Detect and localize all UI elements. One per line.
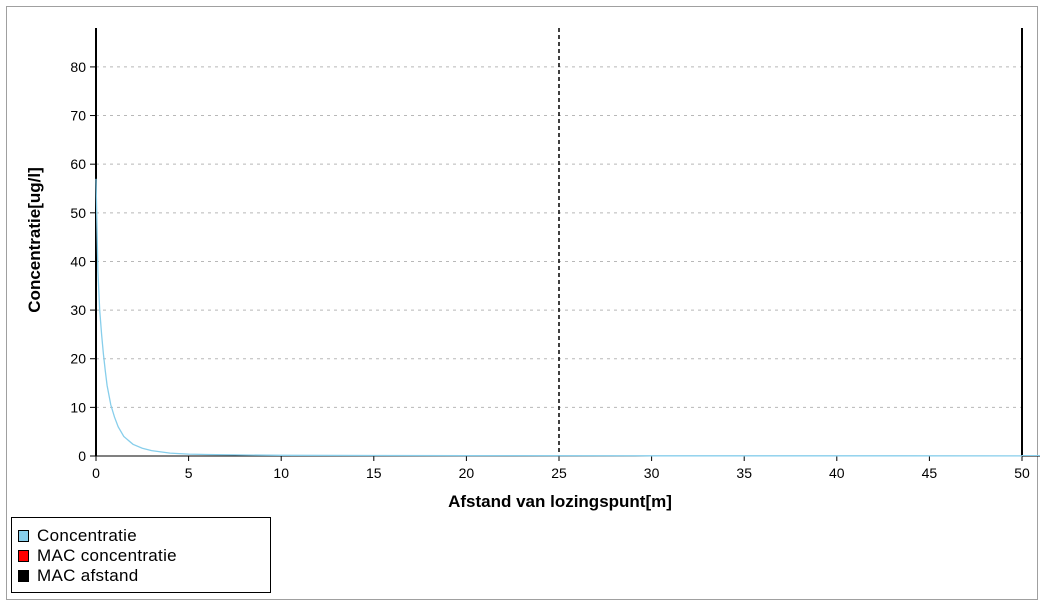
y-tick-label: 70 xyxy=(70,108,86,124)
legend-item-concentratie: Concentratie xyxy=(18,526,270,546)
x-tick-label: 15 xyxy=(366,465,382,481)
concentratie-line xyxy=(95,178,1023,457)
x-tick-label: 30 xyxy=(644,465,660,481)
legend-item-mac-concentratie: MAC concentratie xyxy=(18,546,270,566)
legend-swatch xyxy=(18,530,29,542)
legend-label: Concentratie xyxy=(37,526,137,545)
legend-item-mac-afstand: MAC afstand xyxy=(18,566,270,586)
x-tick-label: 35 xyxy=(736,465,752,481)
series xyxy=(95,28,1040,457)
x-tick-label: 20 xyxy=(459,465,475,481)
legend-swatch xyxy=(18,570,29,582)
y-tick-label: 10 xyxy=(70,399,86,415)
y-tick-label: 0 xyxy=(78,448,86,464)
x-tick-label: 10 xyxy=(273,465,289,481)
legend-swatch xyxy=(18,550,29,562)
y-axis-label: Concentratie[ug/l] xyxy=(25,167,44,312)
grid xyxy=(96,66,1022,408)
legend-label: MAC concentratie xyxy=(37,546,177,565)
y-tick-label: 40 xyxy=(70,253,86,269)
axes xyxy=(90,28,1040,461)
x-tick-label: 50 xyxy=(1014,465,1030,481)
chart-frame xyxy=(6,6,1038,600)
legend: Concentratie MAC concentratie MAC afstan… xyxy=(11,517,271,593)
tick-labels: 0 10 20 30 40 50 60 70 80 0 5 10 15 20 25 30 35 40 45 50 xyxy=(70,59,1030,481)
x-tick-label: 25 xyxy=(551,465,567,481)
y-tick-label: 30 xyxy=(70,302,86,318)
x-tick-label: 0 xyxy=(92,465,100,481)
x-axis-label: Afstand van lozingspunt[m] xyxy=(448,492,672,511)
y-tick-label: 20 xyxy=(70,351,86,367)
x-tick-label: 40 xyxy=(829,465,845,481)
y-tick-label: 50 xyxy=(70,205,86,221)
x-tick-label: 45 xyxy=(922,465,938,481)
x-tick-label: 5 xyxy=(185,465,193,481)
legend-label: MAC afstand xyxy=(37,566,139,585)
y-tick-label: 80 xyxy=(70,59,86,75)
y-tick-label: 60 xyxy=(70,156,86,172)
